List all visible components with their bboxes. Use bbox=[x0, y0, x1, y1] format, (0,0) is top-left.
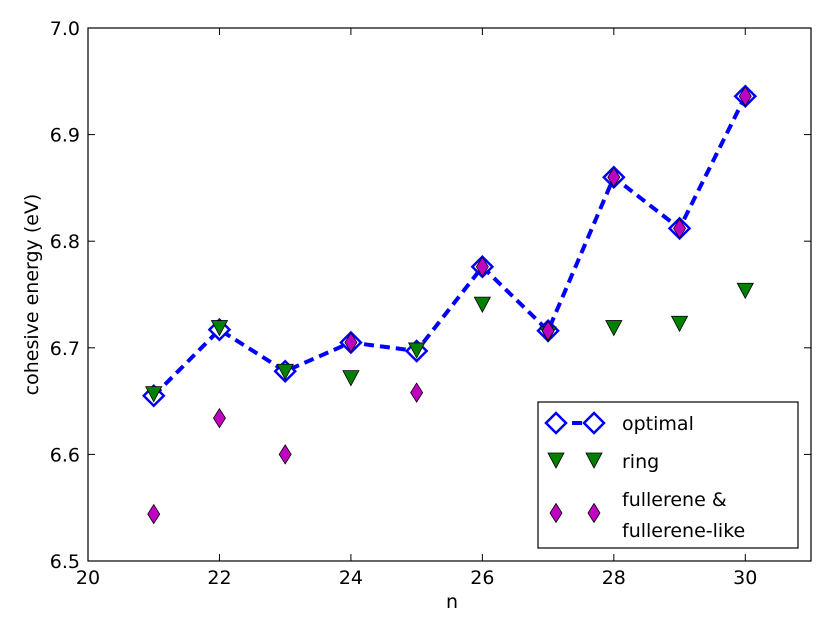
plot-area bbox=[141, 84, 758, 525]
y-tick-label: 6.7 bbox=[50, 338, 80, 360]
y-tick-label: 6.8 bbox=[50, 231, 80, 253]
ring-point bbox=[145, 386, 163, 403]
y-axis-label: cohesive energy (eV) bbox=[21, 194, 43, 396]
ring-point bbox=[605, 320, 623, 337]
optimal-point bbox=[544, 411, 568, 435]
fullerene-point bbox=[673, 218, 687, 239]
fullerene-point bbox=[475, 256, 489, 278]
fullerene-point bbox=[738, 85, 752, 107]
ring-point bbox=[276, 363, 294, 381]
x-axis: 20 22 24 26 28 30 bbox=[76, 28, 757, 589]
ring-point bbox=[473, 296, 492, 313]
fullerene-point bbox=[607, 166, 621, 188]
legend-label-fullerene: fullerene & bbox=[622, 489, 727, 511]
ring-point bbox=[585, 452, 603, 469]
x-tick-label: 20 bbox=[76, 567, 100, 589]
x-tick-label: 30 bbox=[733, 567, 757, 589]
fullerene-point bbox=[344, 332, 358, 353]
legend-label-optimal: optimal bbox=[622, 413, 694, 435]
ring-point bbox=[736, 282, 754, 300]
legend-label-fullerene-line2: fullerene-like bbox=[622, 520, 745, 542]
ring-point bbox=[210, 320, 229, 337]
ring-point bbox=[547, 452, 565, 469]
fullerene-point bbox=[541, 320, 555, 341]
x-tick-label: 28 bbox=[602, 567, 626, 589]
legend: optimal ring fullerene & fullerene-like bbox=[537, 401, 799, 549]
legend-label-ring: ring bbox=[622, 451, 659, 473]
x-tick-label: 24 bbox=[339, 567, 363, 589]
fullerene-point bbox=[549, 502, 563, 524]
fullerene-point bbox=[212, 407, 226, 429]
y-tick-label: 6.9 bbox=[50, 125, 80, 147]
x-axis-label: n bbox=[446, 591, 458, 613]
fullerene-point bbox=[410, 382, 424, 403]
y-tick-label: 7.0 bbox=[50, 18, 80, 40]
y-tick-label: 6.5 bbox=[50, 551, 80, 573]
x-tick-label: 26 bbox=[470, 567, 494, 589]
optimal-series-line bbox=[152, 95, 748, 398]
y-tick-label: 6.6 bbox=[50, 444, 80, 466]
y-axis: 6.5 6.6 6.7 6.8 6.9 7.0 bbox=[50, 18, 811, 573]
plot-frame bbox=[87, 27, 812, 562]
fullerene-point bbox=[587, 502, 601, 524]
fullerene-point bbox=[147, 503, 161, 525]
x-tick-label: 22 bbox=[207, 567, 231, 589]
optimal-point bbox=[582, 411, 606, 435]
legend-box bbox=[537, 401, 799, 549]
ring-point bbox=[670, 315, 689, 333]
ring-point bbox=[342, 370, 360, 387]
fullerene-point bbox=[278, 444, 292, 465]
ring-point bbox=[407, 342, 426, 359]
